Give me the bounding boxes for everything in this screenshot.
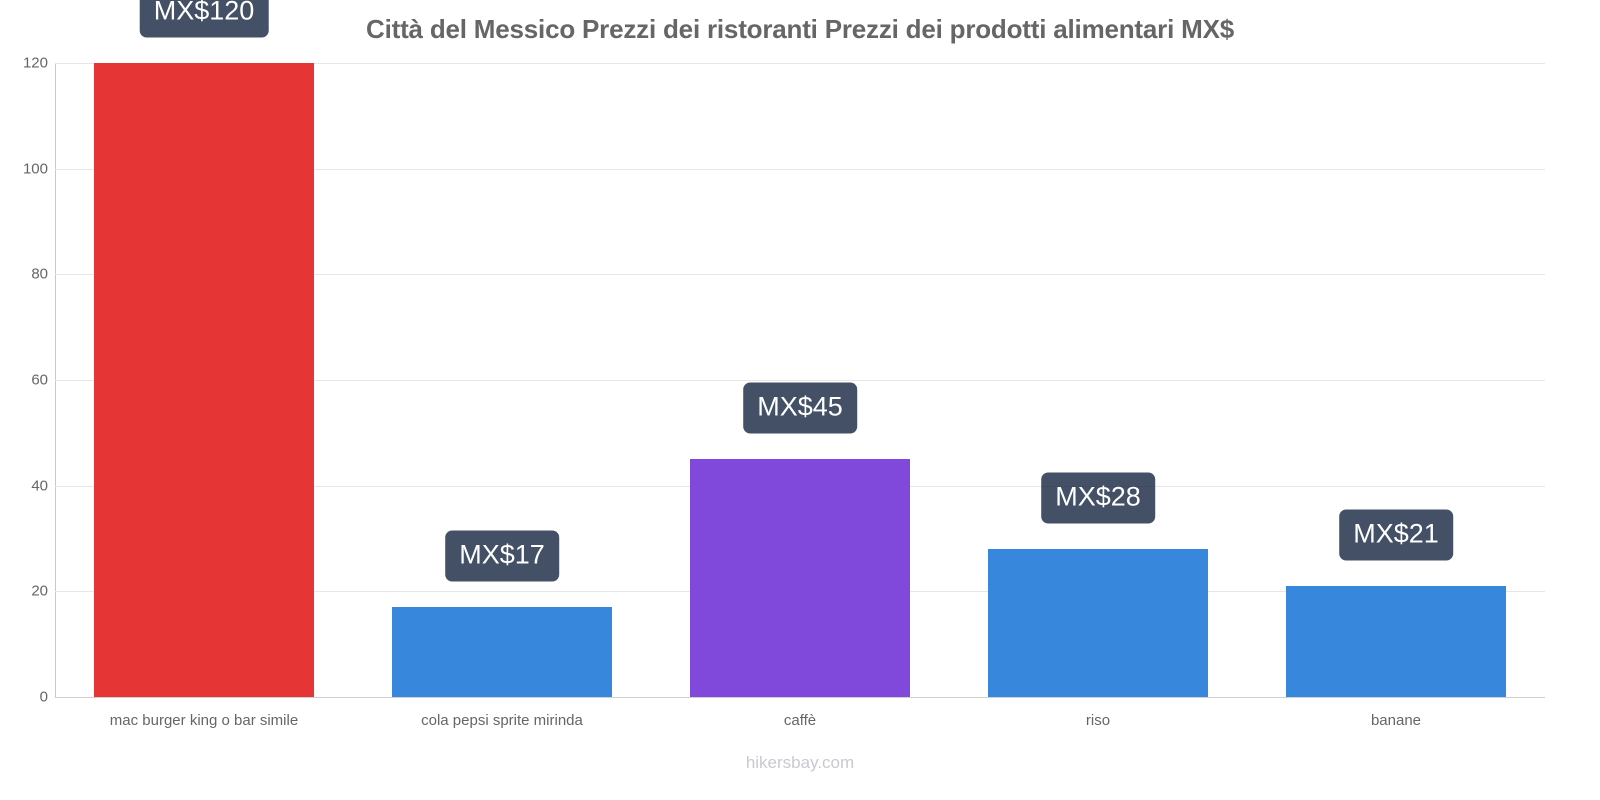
bar[interactable] xyxy=(392,607,612,697)
bar-slot: MX$21 xyxy=(1286,63,1506,697)
bar-value-label: MX$120 xyxy=(139,0,269,38)
x-tick-label: caffè xyxy=(783,712,817,729)
gridline-60 xyxy=(55,380,1545,381)
y-tick-label: 40 xyxy=(31,477,48,495)
bar-value-label: MX$45 xyxy=(743,382,857,434)
y-tick-label: 60 xyxy=(31,371,48,389)
bar-value-label: MX$28 xyxy=(1041,472,1155,524)
bar-value-label: MX$17 xyxy=(445,530,559,582)
y-tick-label: 0 xyxy=(39,688,48,706)
x-tick-label: riso xyxy=(1085,712,1111,729)
bar[interactable] xyxy=(988,549,1208,697)
gridline-0 xyxy=(55,697,1545,698)
bar-value-label: MX$21 xyxy=(1339,509,1453,561)
y-tick-label: 20 xyxy=(31,582,48,600)
gridline-100 xyxy=(55,168,1545,170)
bar-slot: MX$28 xyxy=(988,63,1208,697)
x-tick-label: mac burger king o bar simile xyxy=(109,712,299,729)
bar-slot: MX$120 xyxy=(94,0,314,697)
bar-slot: MX$17 xyxy=(392,63,612,697)
x-tick-label: cola pepsi sprite mirinda xyxy=(421,712,583,729)
gridline-120 xyxy=(55,63,1545,64)
gridline-80 xyxy=(55,274,1545,276)
y-tick-label: 80 xyxy=(31,265,48,283)
bar-slot: MX$45 xyxy=(690,63,910,697)
x-tick-label: banane xyxy=(1370,712,1422,729)
y-tick-label: 100 xyxy=(22,160,48,178)
plot-area: MX$120 MX$17 MX$45 MX$28 MX$21 xyxy=(55,0,1545,698)
bar[interactable] xyxy=(94,63,314,697)
bar[interactable] xyxy=(690,459,910,697)
y-tick-label: 120 xyxy=(22,54,48,72)
chart-title: Città del Messico Prezzi dei ristoranti … xyxy=(366,14,1234,44)
footer-credit: hikersbay.com xyxy=(745,753,855,772)
y-axis-tick-labels: 0 20 40 60 80 100 120 xyxy=(0,55,48,706)
x-axis-tick-labels: mac burger king o bar simile cola pepsi s… xyxy=(55,712,1545,742)
bar[interactable] xyxy=(1286,586,1506,697)
